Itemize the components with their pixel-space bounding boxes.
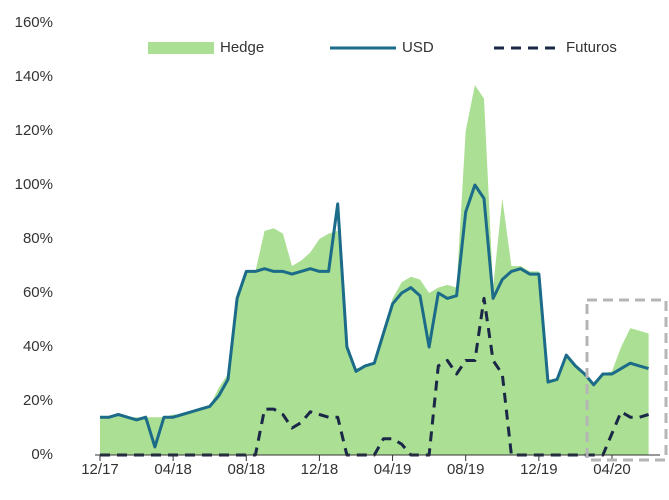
legend-item: USD (330, 39, 434, 56)
x-tick-label: 08/18 (228, 461, 266, 478)
legend-label: Futuros (566, 39, 617, 56)
legend-item: Futuros (494, 39, 617, 56)
highlight-box (585, 298, 668, 462)
x-tick-label: 04/20 (593, 461, 631, 478)
legend-label: USD (402, 39, 434, 56)
x-tick-label: 12/18 (301, 461, 339, 478)
y-tick-label: 140% (15, 68, 53, 85)
legend-swatch (148, 42, 214, 54)
plot: 0% 20% 40% 60% 80% 100% 120% 140% 160% 12/17 04/18… (15, 14, 660, 478)
x-tick-label: 04/18 (154, 461, 192, 478)
x-tick-label: 08/19 (447, 461, 485, 478)
x-tick-label: 12/17 (81, 461, 119, 478)
x-tick-label: 04/19 (374, 461, 412, 478)
y-tick-label: 40% (23, 338, 53, 355)
y-tick-label: 160% (15, 14, 53, 31)
legend-item: Hedge (148, 39, 264, 56)
y-tick-label: 120% (15, 122, 53, 139)
y-tick-label: 20% (23, 392, 53, 409)
y-tick-label: 100% (15, 176, 53, 193)
y-tick-label: 0% (31, 446, 53, 463)
x-tick-label: 12/19 (520, 461, 558, 478)
y-tick-label: 80% (23, 230, 53, 247)
legend-label: Hedge (220, 39, 264, 56)
y-tick-label: 60% (23, 284, 53, 301)
hedge-area (100, 85, 649, 455)
usd-line (100, 183, 650, 449)
